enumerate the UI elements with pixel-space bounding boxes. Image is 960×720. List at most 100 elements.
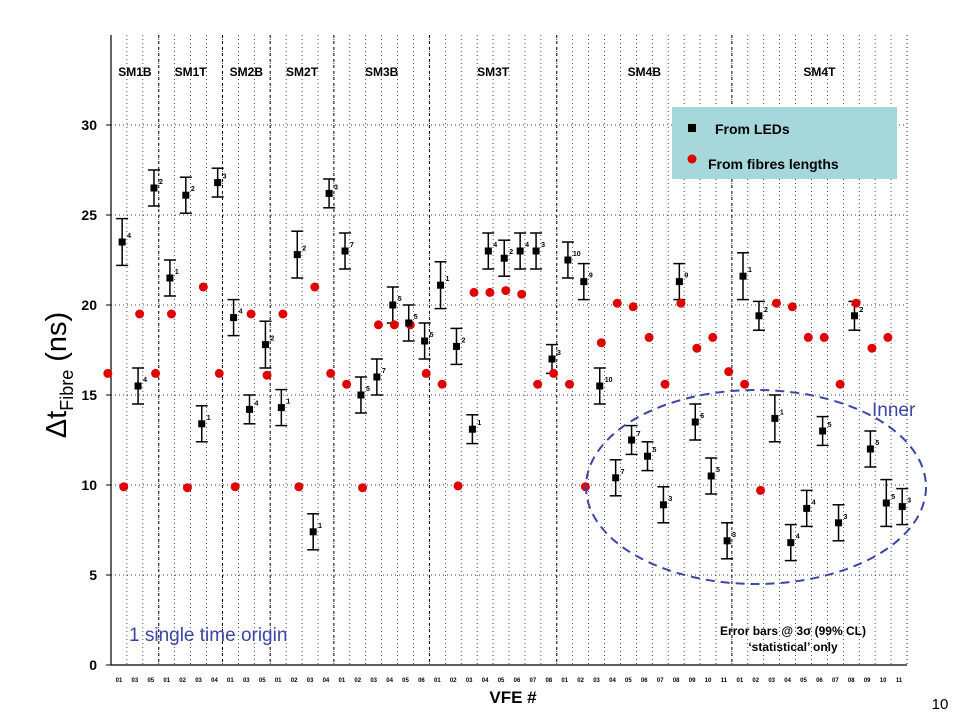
legend-circle-marker [687, 154, 697, 164]
x-tick-label: 03 [195, 678, 202, 684]
supermodule-label: SM3B [365, 65, 399, 79]
fibre-point [501, 286, 511, 296]
led-point [564, 256, 572, 264]
point-label: 1 [780, 409, 784, 416]
x-tick-label: 05 [498, 678, 505, 684]
fibre-point [596, 338, 606, 348]
led-point [484, 247, 492, 255]
led-point [819, 427, 827, 435]
point-label: 3 [844, 514, 848, 521]
point-label: 3 [334, 184, 338, 191]
point-label: 5 [414, 314, 418, 321]
y-axis-title: ΔtFibre (ns) [41, 312, 77, 438]
y-tick-label: 30 [81, 117, 97, 133]
led-point [850, 312, 858, 320]
fibre-point [549, 368, 559, 378]
fibre-point [103, 368, 113, 378]
point-label: 7 [637, 431, 641, 438]
point-label: 2 [461, 337, 465, 344]
point-label: 2 [302, 246, 306, 253]
x-tick-label: 02 [577, 678, 584, 684]
led-point [659, 501, 667, 509]
led-point [246, 405, 254, 413]
fibre-point [517, 289, 527, 299]
y-tick-labels: 0 5 10 15 20 25 30 [81, 117, 97, 673]
point-label: 1 [446, 276, 450, 283]
point-label: 1 [207, 415, 211, 422]
point-label: 4 [127, 233, 131, 240]
legend: From LEDs From fibres lengths [672, 107, 897, 179]
led-point [373, 373, 381, 381]
point-label: 5 [398, 296, 402, 303]
legend-box [672, 107, 897, 179]
point-label: 3 [732, 532, 736, 539]
led-point [150, 184, 158, 192]
led-point [421, 337, 429, 345]
x-tick-label: 02 [450, 678, 457, 684]
x-tick-label: 11 [896, 678, 903, 684]
point-label: 5 [653, 447, 657, 454]
y-tick-label: 10 [81, 477, 97, 493]
fibre-point [485, 287, 495, 297]
point-label: 7 [621, 469, 625, 476]
point-label: 4 [255, 400, 259, 407]
point-label: 1 [748, 267, 752, 274]
fibre-point [198, 282, 208, 292]
led-point [261, 341, 269, 349]
x-tick-label: 05 [259, 678, 266, 684]
x-tick-label: 07 [657, 678, 664, 684]
fibre-point [358, 483, 368, 493]
x-tick-label: 05 [625, 678, 632, 684]
x-tick-label: 04 [323, 678, 330, 684]
x-tick-label: 04 [482, 678, 489, 684]
fibre-point [135, 309, 145, 319]
page-number: 10 [932, 696, 949, 713]
led-point [787, 539, 795, 547]
y-tick-label: 20 [81, 297, 97, 313]
x-tick-label: 02 [291, 678, 298, 684]
point-label: 1 [477, 420, 481, 427]
led-point [452, 342, 460, 350]
fibre-point [246, 309, 256, 319]
fibre-point [724, 367, 734, 377]
x-tick-label: 02 [354, 678, 361, 684]
y-title-t: t [41, 411, 73, 419]
led-point [500, 254, 508, 262]
x-tick-label: 03 [132, 678, 139, 684]
led-point [612, 474, 620, 482]
y-title-sub: Fibre [57, 370, 77, 411]
fibre-point [166, 309, 176, 319]
led-point [532, 247, 540, 255]
point-label: 1 [175, 269, 179, 276]
point-label: 2 [191, 186, 195, 193]
legend-item-leds: From LEDs [715, 121, 790, 137]
led-point [882, 499, 890, 507]
point-label: 4 [812, 499, 816, 506]
fibre-point [883, 332, 893, 342]
x-tick-label: 09 [689, 678, 696, 684]
point-label: 5 [366, 386, 370, 393]
inner-label: Inner [872, 400, 916, 421]
point-label: 5 [430, 332, 434, 339]
led-point [707, 472, 715, 480]
point-label: 3 [668, 496, 672, 503]
point-label: 7 [382, 368, 386, 375]
x-tick-label: 11 [721, 678, 728, 684]
origin-note: 1 single time origin [129, 625, 287, 646]
led-point [325, 189, 333, 197]
axes [106, 35, 908, 666]
point-label: 6 [700, 413, 704, 420]
fibre-point [294, 482, 304, 492]
led-point [548, 355, 556, 363]
x-tick-label: 10 [880, 678, 887, 684]
x-tick-label: 03 [593, 678, 600, 684]
led-point [357, 391, 365, 399]
led-point [691, 418, 699, 426]
led-point [516, 247, 524, 255]
led-point [803, 504, 811, 512]
x-tick-label: 06 [514, 678, 521, 684]
point-label: 4 [796, 534, 800, 541]
x-tick-label: 07 [530, 678, 537, 684]
fibre-point [453, 481, 463, 491]
fibre-point [262, 370, 272, 380]
